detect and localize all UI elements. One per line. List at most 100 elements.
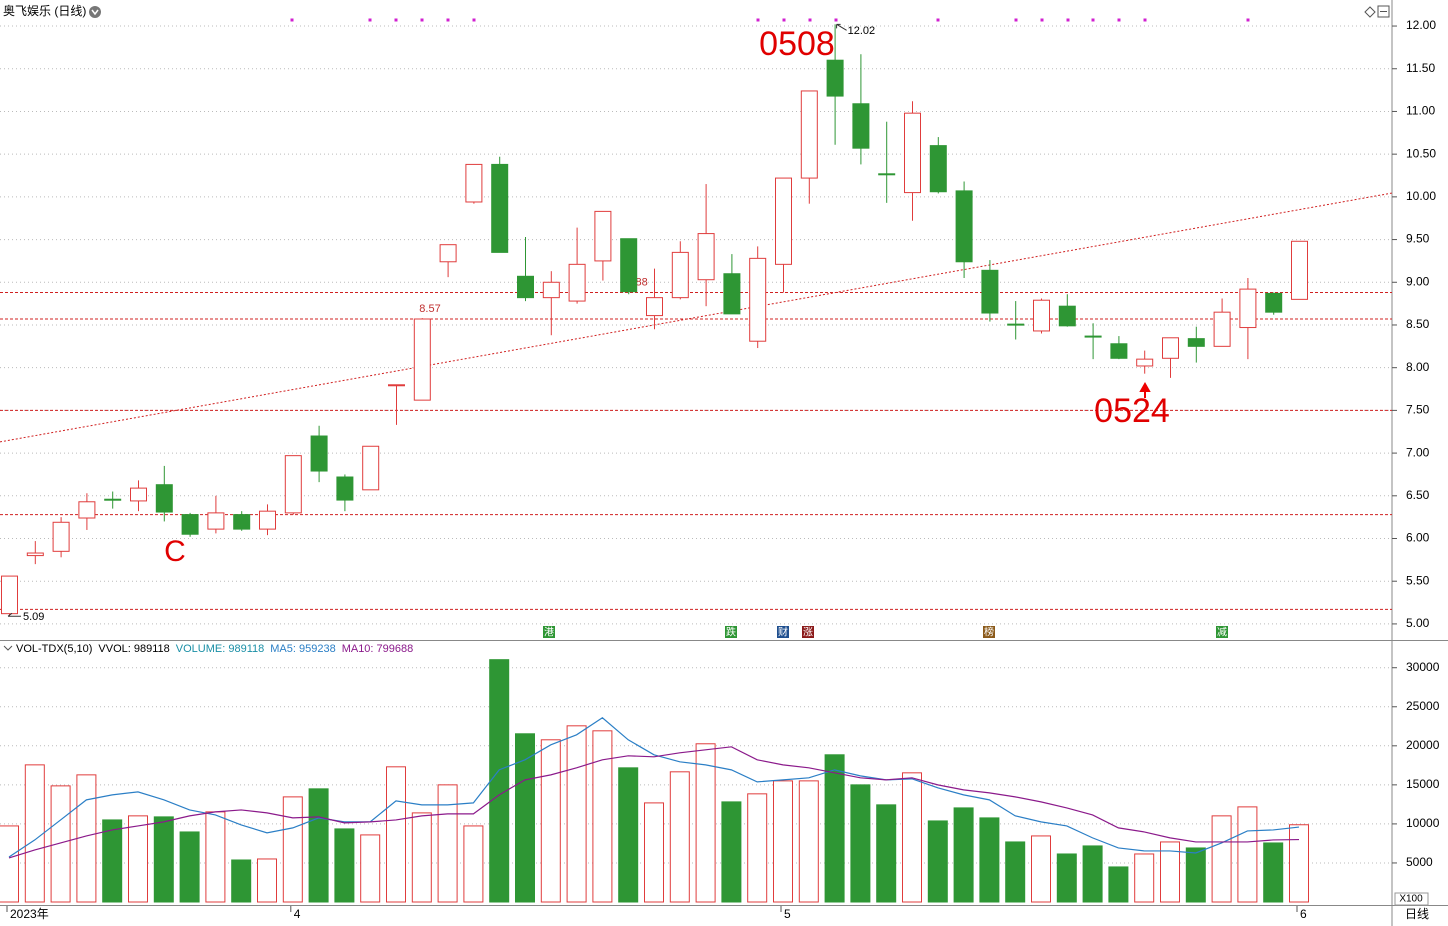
volume-bar [0, 825, 19, 903]
volume-bar [953, 807, 974, 903]
volume-bar [515, 733, 535, 903]
volume-bar [721, 801, 742, 903]
marker-dot [1014, 18, 1018, 22]
level-label: 8.57 [419, 303, 440, 315]
candle-body [697, 233, 715, 281]
ma-line [8, 717, 1300, 858]
x-tick-label: 2023年 [10, 907, 49, 921]
volume-bar [1134, 853, 1155, 903]
volume-bar [540, 739, 561, 903]
low-arrow [7, 612, 21, 617]
candle-body [1110, 343, 1128, 359]
candle-body [413, 318, 431, 401]
volume-bar [1108, 866, 1129, 903]
candle-body [181, 514, 199, 535]
candle-body [1, 575, 18, 615]
y-tick-label: 25000 [1406, 699, 1440, 713]
marker-dot [368, 18, 372, 22]
candle-body [1187, 338, 1205, 347]
event-badge [802, 626, 814, 638]
annotation: C [164, 535, 186, 568]
y-tick-label: 8.50 [1406, 317, 1430, 331]
marker-dot [290, 18, 294, 22]
candle-body [671, 251, 689, 299]
candle-body [233, 514, 251, 530]
event-badge [777, 626, 789, 638]
marker-dot [1143, 18, 1147, 22]
legend-entry: MA5: 959238 [270, 643, 335, 655]
volume-bar [205, 811, 226, 903]
x-tick-label: 4 [294, 907, 301, 921]
window-icon[interactable] [1377, 5, 1390, 18]
y-tick-label: 10000 [1406, 816, 1440, 830]
volume-bar [902, 772, 922, 903]
event-label: 减 [1217, 627, 1227, 639]
candle-body [878, 173, 896, 176]
y-tick-label: 15000 [1406, 777, 1440, 791]
unit-label: X100 [1399, 894, 1423, 905]
diamond-icon[interactable] [1364, 6, 1376, 18]
legend-entry: MA10: 799688 [342, 643, 414, 655]
candle-body [1084, 335, 1102, 338]
candle-body [517, 275, 534, 299]
marker-dot [1091, 18, 1095, 22]
candle-body [155, 484, 173, 513]
volume-bar [979, 817, 1000, 903]
y-tick-label: 11.50 [1406, 61, 1435, 75]
marker-dot [1040, 18, 1044, 22]
event-label: 榜 [984, 626, 994, 639]
candle-body [1213, 311, 1231, 347]
candle-body [723, 273, 741, 315]
volume-bar [1289, 824, 1309, 903]
y-tick-label: 9.00 [1406, 274, 1430, 288]
candle-body [336, 476, 354, 501]
volume-bar [463, 825, 484, 903]
volume-bar [1237, 806, 1258, 903]
legend-entry: VOLUME: 989118 [176, 643, 264, 655]
y-tick-label: 10.00 [1406, 189, 1436, 203]
candle-body [1162, 337, 1179, 359]
candle-body [904, 112, 921, 194]
volume-bar [231, 859, 252, 903]
y-tick-label: 11.00 [1406, 104, 1435, 118]
volume-bar [618, 767, 639, 903]
candle-body [310, 435, 328, 472]
annotation: 0524 [1094, 392, 1170, 430]
y-tick-label: 8.00 [1406, 360, 1430, 374]
y-tick-label: 5.50 [1406, 573, 1430, 587]
volume-bar [153, 816, 174, 903]
candle-body [1291, 240, 1308, 300]
candle-body [362, 445, 380, 491]
event-label: 港 [544, 627, 554, 639]
annotation-arrow [1139, 381, 1151, 398]
candle-body [491, 163, 509, 253]
volume-bar [411, 812, 432, 903]
volume-bar [1082, 845, 1103, 903]
candle-body [1007, 323, 1025, 326]
marker-dot [808, 18, 812, 22]
volume-bar [1031, 835, 1051, 903]
volume-bar [876, 804, 897, 903]
volume-bar [824, 754, 845, 903]
title-menu-glyph [91, 9, 99, 16]
candle-body [439, 244, 457, 263]
candle-body [800, 90, 818, 179]
event-badge [1216, 626, 1228, 638]
marker-dot [394, 18, 398, 22]
candle-body [259, 510, 276, 530]
volume-bar [334, 828, 355, 903]
candle-body [542, 281, 560, 299]
title-menu-icon[interactable] [89, 6, 101, 18]
marker-dot [446, 18, 450, 22]
volume-bar [76, 774, 97, 903]
event-badge [983, 626, 995, 638]
volume-bar [695, 743, 716, 903]
candle-body [852, 103, 870, 149]
volume-bar [566, 725, 587, 903]
candle-body [955, 190, 973, 263]
volume-bar [1005, 841, 1026, 903]
candle-body [620, 238, 638, 293]
volume-bar [927, 820, 948, 903]
volume-bar [50, 785, 71, 903]
